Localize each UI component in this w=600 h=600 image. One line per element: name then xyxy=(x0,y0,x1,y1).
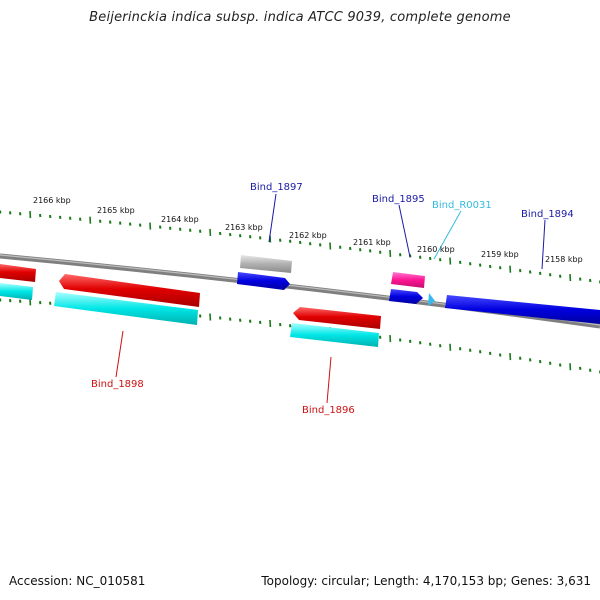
leader-bind-1897 xyxy=(268,193,277,243)
gene-left-cyan-fragment[interactable] xyxy=(0,283,33,300)
gene-label-bind-1897[interactable]: Bind_1897 xyxy=(250,182,303,193)
scale-label: 2158 kbp xyxy=(545,255,583,264)
gene-bind-r0031[interactable] xyxy=(428,293,435,306)
gene-bind-1898[interactable] xyxy=(59,274,200,307)
gene-left-red-fragment[interactable] xyxy=(0,264,36,282)
leader-lines xyxy=(115,193,546,404)
gene-label-bind-1898[interactable]: Bind_1898 xyxy=(91,379,144,390)
gene-bind-1898-hit[interactable] xyxy=(54,292,198,325)
leader-bind-1898 xyxy=(115,330,124,378)
gene-bind-1894[interactable] xyxy=(445,295,600,324)
scale-label: 2159 kbp xyxy=(481,250,519,259)
gene-bind-1897[interactable] xyxy=(237,272,290,290)
scale-label: 2163 kbp xyxy=(225,223,263,232)
gene-label-bind-1894[interactable]: Bind_1894 xyxy=(521,209,574,220)
scale-labels: 2166 kbp 2165 kbp 2164 kbp 2163 kbp 2162… xyxy=(33,196,583,264)
genome-summary-text: Topology: circular; Length: 4,170,153 bp… xyxy=(261,574,591,588)
leader-bind-1896 xyxy=(326,356,332,404)
gene-bind-1897-unmatched[interactable] xyxy=(240,255,292,273)
gene-label-bind-r0031[interactable]: Bind_R0031 xyxy=(432,200,492,211)
gene-bind-1896[interactable] xyxy=(293,307,381,329)
scale-label: 2165 kbp xyxy=(97,206,135,215)
leader-bind-1895 xyxy=(398,204,411,258)
scale-label: 2162 kbp xyxy=(289,231,327,240)
genome-title: Beijerinckia indica subsp. indica ATCC 9… xyxy=(89,10,511,25)
gene-labels: Bind_1897 Bind_1895 Bind_R0031 Bind_1894… xyxy=(91,182,574,416)
gene-label-bind-1896[interactable]: Bind_1896 xyxy=(302,405,355,416)
gene-bind-1895[interactable] xyxy=(389,289,423,304)
leader-bind-1894 xyxy=(541,219,546,270)
gene-bind-1896-hit[interactable] xyxy=(290,323,379,347)
gene-rrna-pink[interactable] xyxy=(391,272,425,288)
scale-label: 2161 kbp xyxy=(353,238,391,247)
leader-bind-r0031 xyxy=(433,210,462,260)
gene-label-bind-1895[interactable]: Bind_1895 xyxy=(372,194,425,205)
outer-tick-ring xyxy=(0,210,600,284)
accession-text: Accession: NC_010581 xyxy=(9,574,146,588)
scale-label: 2164 kbp xyxy=(161,215,199,224)
scale-label: 2166 kbp xyxy=(33,196,71,205)
scale-label: 2160 kbp xyxy=(417,245,455,254)
